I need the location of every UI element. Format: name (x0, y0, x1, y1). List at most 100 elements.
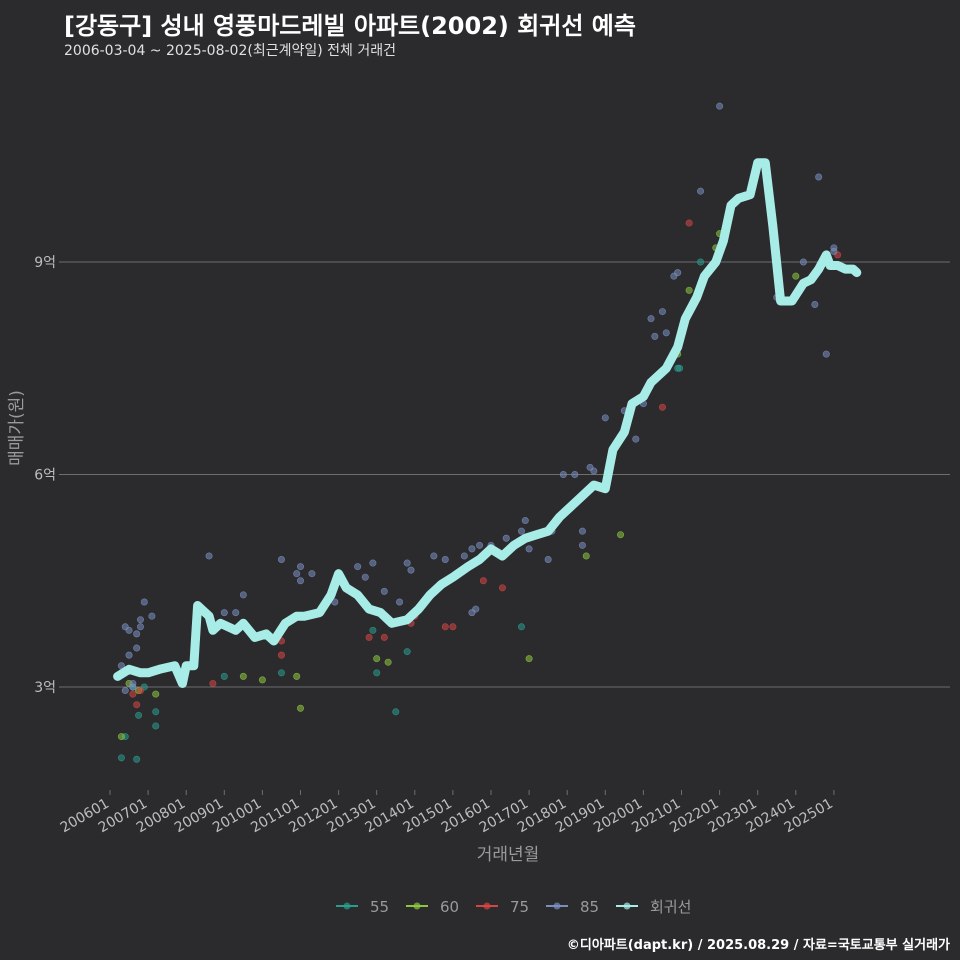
data-point-85 (590, 467, 598, 475)
y-axis-label: 매매가(원) (7, 390, 27, 466)
data-point-85 (716, 102, 724, 110)
legend-key-dot (413, 902, 421, 910)
legend-key-dot (483, 902, 491, 910)
legend-item-회귀선: 회귀선 (616, 898, 691, 916)
data-point-75 (209, 679, 217, 687)
data-point-75 (479, 577, 487, 585)
legend-item-60: 60 (406, 898, 459, 916)
data-point-55 (392, 708, 400, 716)
data-point-75 (441, 623, 449, 631)
data-point-60 (384, 658, 392, 666)
data-point-85 (658, 308, 666, 316)
data-point-85 (220, 609, 228, 617)
data-point-75 (136, 687, 144, 695)
data-point-75 (449, 623, 457, 631)
data-point-85 (136, 616, 144, 624)
data-point-60 (296, 704, 304, 712)
data-point-85 (205, 552, 213, 560)
data-point-85 (811, 300, 819, 308)
data-point-55 (373, 669, 381, 677)
data-point-85 (799, 258, 807, 266)
data-point-85 (662, 329, 670, 337)
legend-label: 회귀선 (650, 898, 691, 916)
data-point-85 (468, 545, 476, 553)
data-point-85 (277, 555, 285, 563)
data-point-55 (517, 623, 525, 631)
regression-line (113, 158, 862, 688)
data-point-75 (133, 701, 141, 709)
data-point-60 (152, 690, 160, 698)
data-point-75 (277, 651, 285, 659)
data-point-60 (582, 552, 590, 560)
x-axis-label: 거래년월 (477, 845, 540, 865)
data-point-55 (277, 669, 285, 677)
legend-label: 55 (370, 898, 389, 916)
data-point-60 (258, 676, 266, 684)
y-tick-label: 6억 (34, 468, 56, 484)
data-point-85 (232, 609, 240, 617)
data-point-85 (460, 552, 468, 560)
data-point-60 (293, 672, 301, 680)
data-point-85 (308, 570, 316, 578)
data-point-60 (373, 655, 381, 663)
data-point-85 (296, 577, 304, 585)
data-point-60 (525, 655, 533, 663)
data-point-85 (133, 644, 141, 652)
regression-line-group (113, 158, 862, 688)
data-point-85 (354, 563, 362, 571)
legend-item-55: 55 (336, 898, 389, 916)
y-tick-label: 9억 (34, 255, 56, 271)
data-point-85 (632, 435, 640, 443)
source-caption: ©디아파트(dapt.kr) / 2025.08.29 / 자료=국토교통부 실… (566, 938, 950, 953)
data-point-75 (685, 219, 693, 227)
data-point-85 (651, 332, 659, 340)
data-point-85 (430, 552, 438, 560)
data-point-55 (697, 258, 705, 266)
data-point-85 (517, 527, 525, 535)
chart-subtitle: 2006-03-04 ~ 2025-08-02(최근계약일) 전체 거래건 (64, 43, 396, 59)
data-point-85 (136, 623, 144, 631)
data-point-85 (472, 605, 480, 613)
x-axis-ticks: 2006012007012008012009012010012011012012… (58, 790, 836, 836)
data-point-85 (140, 598, 148, 606)
data-point-85 (129, 683, 137, 691)
data-point-85 (815, 173, 823, 181)
legend-item-75: 75 (476, 898, 529, 916)
data-point-75 (658, 403, 666, 411)
data-point-55 (403, 648, 411, 656)
data-point-55 (220, 672, 228, 680)
data-point-85 (369, 559, 377, 567)
legend-key-dot (553, 902, 561, 910)
data-point-85 (133, 630, 141, 638)
y-tick-label: 3억 (34, 680, 56, 696)
data-point-85 (407, 566, 415, 574)
data-point-55 (117, 754, 125, 762)
legend-key-dot (343, 902, 351, 910)
data-point-85 (403, 559, 411, 567)
data-point-60 (239, 672, 247, 680)
data-point-85 (380, 587, 388, 595)
data-point-85 (125, 651, 133, 659)
data-point-75 (365, 633, 373, 641)
legend-item-85: 85 (546, 898, 599, 916)
legend: 55 60 75 85 회귀선 (336, 898, 691, 916)
data-point-85 (293, 570, 301, 578)
data-point-85 (125, 626, 133, 634)
data-point-85 (296, 563, 304, 571)
data-point-85 (476, 541, 484, 549)
data-point-85 (601, 414, 609, 422)
legend-label: 85 (580, 898, 599, 916)
data-point-75 (380, 633, 388, 641)
data-point-55 (369, 626, 377, 634)
data-point-85 (822, 350, 830, 358)
data-point-55 (133, 755, 141, 763)
legend-label: 75 (510, 898, 529, 916)
data-point-85 (544, 555, 552, 563)
data-point-85 (521, 517, 529, 525)
data-point-55 (676, 364, 684, 372)
data-point-85 (502, 534, 510, 542)
data-point-85 (525, 545, 533, 553)
data-point-60 (792, 272, 800, 280)
data-point-85 (361, 573, 369, 581)
